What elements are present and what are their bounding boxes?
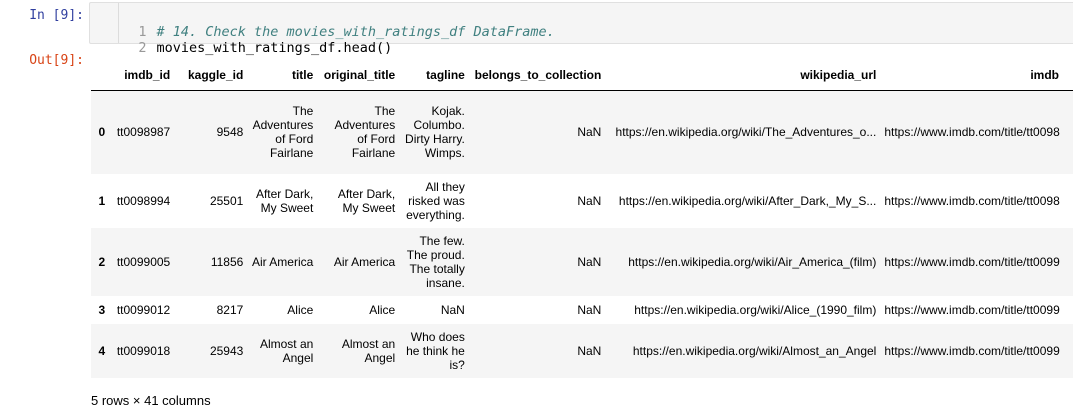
table-row: 3 tt0099012 8217 Alice Alice NaN NaN htt…	[91, 296, 1073, 324]
table-cell: 25501	[209, 193, 244, 208]
table-cell: https://www.imdb.com/title/tt0099	[884, 254, 1060, 269]
table-cell: Air America	[251, 254, 314, 269]
table-cell: Air America	[333, 254, 396, 269]
table-cell: tt0099012	[116, 302, 171, 317]
column-header: imdb_id	[109, 60, 175, 91]
table-cell: Alice	[369, 302, 396, 317]
table-cell: The few. The proud. The totally insane.	[406, 233, 465, 290]
output-prompt: Out[9]:	[29, 53, 84, 68]
dataframe-output: imdb_id kaggle_id title original_title t…	[91, 60, 1073, 378]
line-number: 1	[138, 24, 147, 40]
code-input-cell[interactable]: 1 # 14. Check the movies_with_ratings_df …	[89, 2, 1073, 56]
index-header	[91, 60, 110, 91]
table-cell: https://en.wikipedia.org/wiki/Air_Americ…	[628, 254, 877, 269]
table-cell: All they risked was everything.	[406, 179, 465, 222]
table-cell: The Adventures of Ford Fairlane	[334, 104, 396, 161]
line-number-gutter	[118, 3, 119, 43]
column-header: title	[247, 60, 318, 91]
table-cell: https://www.imdb.com/title/tt0098	[884, 125, 1060, 140]
column-header: original_title	[317, 60, 400, 91]
table-cell: 9548	[216, 125, 244, 140]
table-cell: NaN	[577, 343, 602, 358]
code-text: movies_with_ratings_df.head()	[156, 40, 393, 56]
table-cell: tt0098987	[116, 125, 171, 140]
table-cell: 8217	[216, 302, 244, 317]
table-cell: https://en.wikipedia.org/wiki/Alice_(199…	[634, 302, 877, 317]
code-comment: # 14. Check the movies_with_ratings_df D…	[156, 24, 555, 40]
table-row: 1 tt0098994 25501 After Dark, My Sweet A…	[91, 174, 1073, 228]
table-cell: Alice	[287, 302, 314, 317]
column-header: tagline	[399, 60, 469, 91]
code-line-2: 2 movies_with_ratings_df.head()	[90, 24, 392, 72]
table-cell: https://www.imdb.com/title/tt0099	[884, 343, 1060, 358]
table-row: 2 tt0099005 11856 Air America Air Americ…	[91, 227, 1073, 296]
row-index: 1	[98, 193, 106, 208]
dataframe-table: imdb_id kaggle_id title original_title t…	[91, 60, 1073, 378]
table-cell: tt0099018	[116, 343, 171, 358]
column-header: imdb	[880, 60, 1073, 91]
table-cell: Kojak. Columbo. Dirty Harry. Wimps.	[405, 104, 465, 161]
table-cell: Who does he think he is?	[406, 329, 465, 372]
table-cell: NaN	[577, 254, 602, 269]
input-prompt: In [9]:	[29, 8, 84, 23]
table-cell: Almost an Angel	[341, 336, 396, 365]
table-cell: 25943	[209, 343, 244, 358]
table-header-row: imdb_id kaggle_id title original_title t…	[91, 60, 1073, 91]
table-cell: The Adventures of Ford Fairlane	[252, 104, 314, 161]
row-index: 0	[98, 125, 106, 140]
table-cell: tt0099005	[116, 254, 171, 269]
table-cell: https://en.wikipedia.org/wiki/After_Dark…	[618, 193, 877, 208]
table-cell: After Dark, My Sweet	[255, 186, 314, 215]
table-cell: https://www.imdb.com/title/tt0098	[884, 193, 1060, 208]
table-cell: NaN	[577, 193, 602, 208]
table-cell: NaN	[440, 302, 465, 317]
table-cell: After Dark, My Sweet	[337, 186, 396, 215]
row-index: 2	[98, 254, 106, 269]
column-header: belongs_to_collection	[468, 60, 606, 91]
table-cell: NaN	[577, 302, 602, 317]
table-cell: Almost an Angel	[259, 336, 314, 365]
code-line-1: 1 # 14. Check the movies_with_ratings_df …	[90, 8, 555, 56]
row-index: 4	[98, 343, 106, 358]
column-header: kaggle_id	[174, 60, 248, 91]
column-header: wikipedia_url	[605, 60, 881, 91]
table-cell: https://www.imdb.com/title/tt0099	[884, 302, 1060, 317]
table-cell: https://en.wikipedia.org/wiki/The_Advent…	[615, 125, 877, 140]
row-index: 3	[98, 302, 106, 317]
table-cell: https://en.wikipedia.org/wiki/Almost_an_…	[632, 343, 877, 358]
table-cell: NaN	[577, 125, 602, 140]
table-cell: tt0098994	[116, 193, 171, 208]
table-cell: 11856	[210, 254, 244, 269]
table-row: 0 tt0098987 9548 The Adventures of Ford …	[91, 90, 1073, 174]
dataframe-shape-text: 5 rows × 41 columns	[91, 393, 211, 408]
line-number: 2	[138, 40, 147, 56]
table-row: 4 tt0099018 25943 Almost an Angel Almost…	[91, 323, 1073, 378]
